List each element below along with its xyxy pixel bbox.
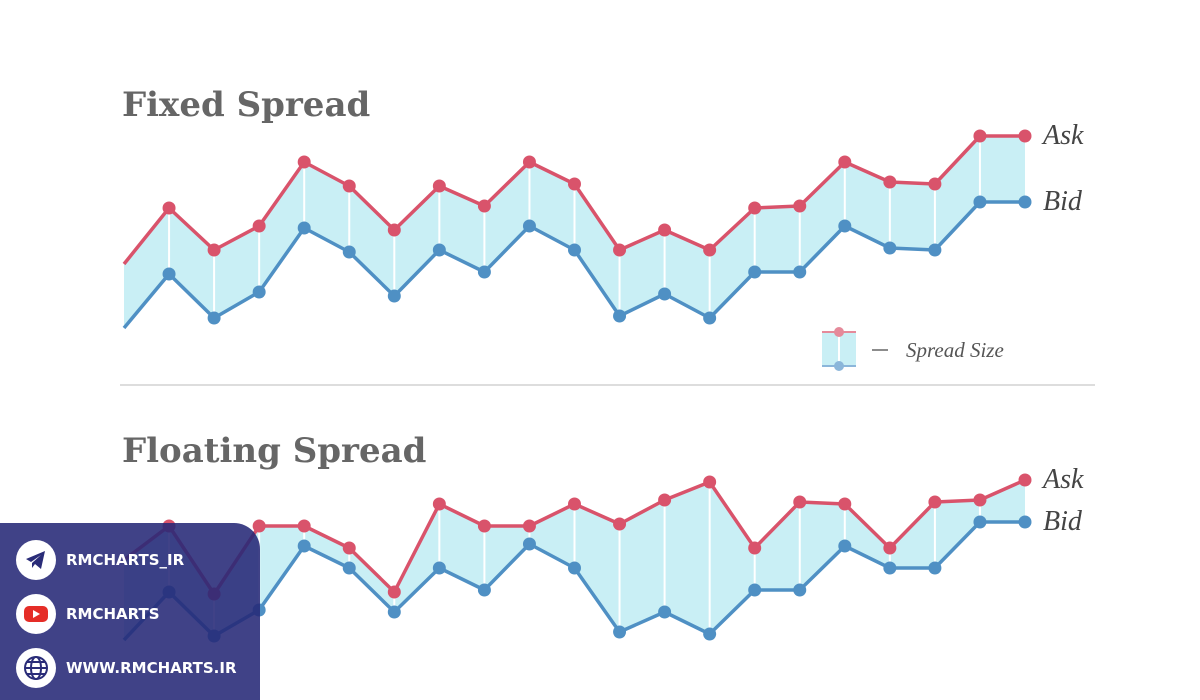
legend-ask-dot — [834, 327, 844, 337]
data-point — [658, 493, 672, 507]
data-point — [522, 155, 536, 169]
data-point — [973, 515, 987, 529]
data-point — [1018, 473, 1032, 487]
data-point — [703, 243, 717, 257]
link-text: WWW.RMCHARTS.IR — [66, 659, 237, 677]
data-point — [838, 539, 852, 553]
data-point — [252, 519, 266, 533]
data-point — [568, 177, 581, 191]
data-point — [522, 537, 536, 551]
data-point — [297, 519, 311, 533]
data-point — [342, 561, 356, 575]
telegram-link[interactable]: RMCHARTS_IR — [16, 540, 184, 580]
data-point — [1018, 515, 1032, 529]
social-overlay: RMCHARTS_IR RMCHARTS WWW.RMCHARTS.IR — [0, 523, 260, 700]
data-point — [568, 243, 581, 257]
data-point — [703, 627, 717, 641]
data-point — [838, 497, 852, 511]
data-point — [838, 219, 852, 233]
legend: Spread Size — [822, 327, 1004, 371]
link-text: RMCHARTS_IR — [66, 551, 185, 569]
data-point — [928, 177, 942, 191]
data-point — [658, 605, 672, 619]
data-point — [928, 495, 942, 509]
data-point — [432, 497, 446, 511]
data-point — [883, 561, 897, 575]
data-point — [522, 219, 536, 233]
data-point — [703, 311, 717, 325]
data-point — [297, 221, 311, 235]
data-point — [477, 199, 491, 213]
link-text: RMCHARTS — [66, 605, 160, 623]
data-point — [748, 265, 762, 279]
data-point — [387, 605, 401, 619]
data-point — [748, 541, 762, 555]
data-point — [613, 625, 627, 639]
data-point — [207, 243, 221, 257]
legend-bid-dot — [834, 361, 844, 371]
data-point — [387, 223, 401, 237]
series-label: Ask — [1041, 120, 1084, 151]
data-point — [883, 241, 897, 255]
data-point — [477, 583, 491, 597]
data-point — [162, 201, 176, 215]
data-point — [1018, 129, 1032, 143]
data-point — [793, 583, 807, 597]
data-point — [928, 561, 942, 575]
data-point — [477, 519, 491, 533]
data-point — [432, 561, 446, 575]
data-point — [793, 495, 807, 509]
data-point — [613, 309, 627, 323]
globe-icon — [16, 648, 56, 688]
data-point — [207, 311, 221, 325]
data-point — [342, 541, 356, 555]
data-point — [342, 245, 356, 259]
data-point — [297, 539, 311, 553]
data-point — [432, 179, 446, 193]
series-label: Bid — [1043, 186, 1083, 217]
legend-label: Spread Size — [906, 338, 1004, 362]
data-point — [297, 155, 311, 169]
youtube-icon — [16, 594, 56, 634]
data-point — [973, 493, 987, 507]
data-point — [748, 201, 762, 215]
data-point — [568, 497, 581, 511]
data-point — [973, 195, 987, 209]
data-point — [477, 265, 491, 279]
data-point — [432, 243, 446, 257]
data-point — [613, 517, 627, 531]
telegram-icon — [16, 540, 56, 580]
youtube-link[interactable]: RMCHARTS — [16, 594, 160, 634]
series-label: Bid — [1043, 506, 1083, 537]
data-point — [793, 199, 807, 213]
data-point — [252, 219, 266, 233]
website-link[interactable]: WWW.RMCHARTS.IR — [16, 648, 237, 688]
data-point — [793, 265, 807, 279]
series-label: Ask — [1041, 464, 1084, 495]
data-point — [342, 179, 356, 193]
data-point — [613, 243, 627, 257]
data-point — [928, 243, 942, 257]
data-point — [1018, 195, 1032, 209]
chart-title: Fixed Spread — [122, 85, 370, 125]
data-point — [883, 541, 897, 555]
data-point — [162, 267, 176, 281]
data-point — [568, 561, 581, 575]
data-point — [658, 223, 672, 237]
data-point — [658, 287, 672, 301]
data-point — [703, 475, 717, 489]
data-point — [883, 175, 897, 189]
chart-title: Floating Spread — [122, 431, 426, 471]
data-point — [748, 583, 762, 597]
data-point — [387, 289, 401, 303]
data-point — [387, 585, 401, 599]
data-point — [838, 155, 852, 169]
data-point — [522, 519, 536, 533]
data-point — [973, 129, 987, 143]
data-point — [252, 285, 266, 299]
